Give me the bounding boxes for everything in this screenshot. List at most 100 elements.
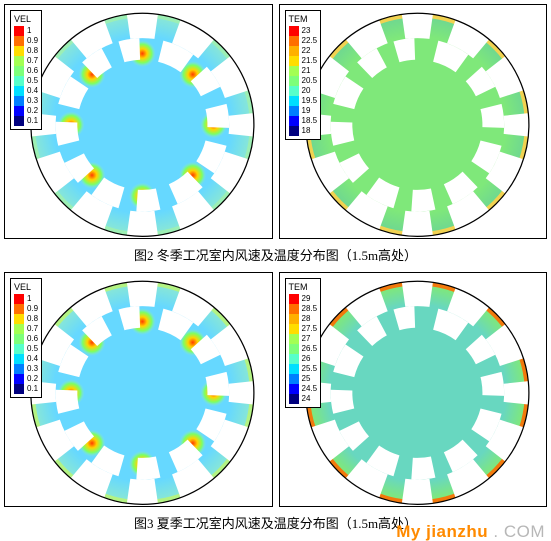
legend-label: 22.5	[302, 37, 318, 45]
legend-swatch	[14, 96, 24, 106]
legend-label: 22	[302, 47, 318, 55]
legend-row: 0.7	[14, 324, 38, 334]
legend-row: 26.5	[289, 344, 318, 354]
legend-swatch	[289, 314, 299, 324]
legend-row: 0.3	[14, 364, 38, 374]
legend-title: TEM	[289, 282, 318, 292]
legend-label: 23	[302, 27, 318, 35]
legend-label: 24.5	[302, 385, 318, 393]
legend-label: 27	[302, 335, 318, 343]
legend-row: 0.5	[14, 76, 38, 86]
legend-swatch	[14, 106, 24, 116]
legend-label: 18	[302, 127, 318, 135]
legend-label: 19.5	[302, 97, 318, 105]
legend-row: 24.5	[289, 384, 318, 394]
legend-label: 0.8	[27, 47, 38, 55]
legend-swatch	[289, 116, 299, 126]
legend-swatch	[14, 116, 24, 126]
legend-row: 0.2	[14, 374, 38, 384]
legend-swatch	[14, 304, 24, 314]
fig2-panel-tem: TEM2322.52221.52120.52019.51918.518	[279, 4, 548, 239]
legend-row: 18	[289, 126, 318, 136]
legend-tem_winter: TEM2322.52221.52120.52019.51918.518	[285, 10, 322, 140]
legend-row: 25	[289, 374, 318, 384]
legend-swatch	[14, 344, 24, 354]
figure-3-block: VEL10.90.80.70.60.50.40.30.20.1 TEM2928.…	[0, 268, 551, 536]
legend-swatch	[289, 56, 299, 66]
legend-row: 29	[289, 294, 318, 304]
legend-label: 19	[302, 107, 318, 115]
legend-swatch	[289, 374, 299, 384]
legend-row: 18.5	[289, 116, 318, 126]
legend-swatch	[289, 324, 299, 334]
fig2-panel-vel: VEL10.90.80.70.60.50.40.30.20.1	[4, 4, 273, 239]
legend-row: 19	[289, 106, 318, 116]
legend-label: 0.3	[27, 97, 38, 105]
legend-row: 25.5	[289, 364, 318, 374]
legend-swatch	[289, 76, 299, 86]
legend-row: 0.1	[14, 116, 38, 126]
legend-row: 0.8	[14, 46, 38, 56]
legend-row: 28.5	[289, 304, 318, 314]
legend-swatch	[289, 106, 299, 116]
legend-row: 0.5	[14, 344, 38, 354]
fig3-panel-tem: TEM 29 28.5 2827.527 26.5 26 25.52524.524	[279, 272, 548, 507]
legend-swatch	[289, 36, 299, 46]
legend-label: 1	[27, 295, 38, 303]
legend-swatch	[289, 384, 299, 394]
legend-row: 22	[289, 46, 318, 56]
contour-plot	[4, 272, 273, 515]
legend-label: 0.2	[27, 375, 38, 383]
legend-swatch	[289, 66, 299, 76]
fig3-panel-vel: VEL10.90.80.70.60.50.40.30.20.1	[4, 272, 273, 507]
legend-label: 0.6	[27, 335, 38, 343]
legend-title: VEL	[14, 282, 38, 292]
legend-label: 28	[302, 315, 318, 323]
legend-label: 29	[302, 295, 318, 303]
legend-swatch	[14, 66, 24, 76]
legend-row: 0.9	[14, 304, 38, 314]
legend-swatch	[289, 26, 299, 36]
figure-2-block: VEL10.90.80.70.60.50.40.30.20.1 TEM2322.…	[0, 0, 551, 268]
legend-swatch	[289, 46, 299, 56]
legend-row: 27.5	[289, 324, 318, 334]
legend-label: 26	[302, 355, 318, 363]
legend-row: 21.5	[289, 56, 318, 66]
legend-row: 0.9	[14, 36, 38, 46]
legend-swatch	[289, 294, 299, 304]
legend-swatch	[289, 304, 299, 314]
legend-swatch	[289, 334, 299, 344]
legend-swatch	[14, 36, 24, 46]
legend-row: 0.4	[14, 354, 38, 364]
legend-swatch	[289, 394, 299, 404]
watermark: My jianzhu . COM	[396, 523, 545, 540]
contour-plot	[4, 4, 273, 247]
legend-row: 0.6	[14, 334, 38, 344]
legend-swatch	[289, 126, 299, 136]
legend-label: 1	[27, 27, 38, 35]
legend-row: 19.5	[289, 96, 318, 106]
legend-vel: VEL10.90.80.70.60.50.40.30.20.1	[10, 10, 42, 130]
legend-row: 24	[289, 394, 318, 404]
legend-label: 0.5	[27, 77, 38, 85]
legend-label: 0.4	[27, 355, 38, 363]
legend-swatch	[289, 86, 299, 96]
legend-label: 0.4	[27, 87, 38, 95]
legend-swatch	[14, 314, 24, 324]
legend-row: 22.5	[289, 36, 318, 46]
legend-swatch	[289, 96, 299, 106]
legend-label: 0.3	[27, 365, 38, 373]
legend-label: 28.5	[302, 305, 318, 313]
legend-swatch	[14, 334, 24, 344]
legend-row: 0.6	[14, 66, 38, 76]
legend-label: 25.5	[302, 365, 318, 373]
legend-label: 26.5	[302, 345, 318, 353]
legend-row: 20	[289, 86, 318, 96]
legend-label: 0.6	[27, 67, 38, 75]
legend-label: 0.9	[27, 305, 38, 313]
legend-swatch	[14, 374, 24, 384]
legend-row: 0.7	[14, 56, 38, 66]
legend-swatch	[14, 384, 24, 394]
legend-label: 21.5	[302, 57, 318, 65]
legend-swatch	[14, 26, 24, 36]
